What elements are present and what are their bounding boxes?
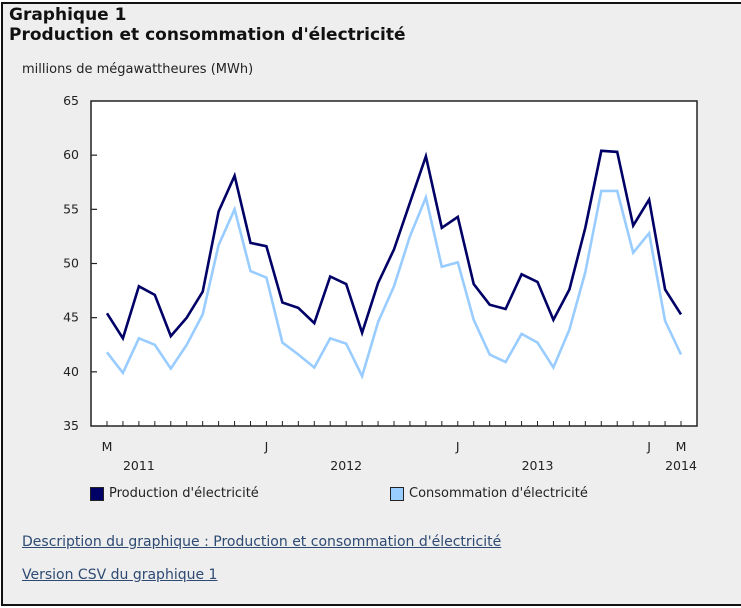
x-axis: M J J J M 2011 2012 2013 2014 [102, 421, 697, 473]
line-chart: 35 40 45 50 55 60 65 M J J J M 2011 2012 2013 2014 [63, 93, 698, 473]
x-month-label: M [676, 439, 687, 454]
y-axis-unit-label: millions de mégawattheures (MWh) [22, 62, 254, 77]
legend-item-consumption: Consommation d'électricité [390, 486, 588, 501]
x-year-label: 2012 [330, 458, 362, 473]
y-tick-label: 60 [63, 147, 79, 162]
csv-version-link[interactable]: Version CSV du graphique 1 [22, 567, 218, 583]
y-axis: 35 40 45 50 55 60 65 [63, 93, 97, 433]
x-month-label: J [264, 439, 269, 454]
legend-item-production: Production d'électricité [90, 486, 259, 501]
chart-number: Graphique 1 [9, 5, 127, 25]
chart-description-link[interactable]: Description du graphique : Production et… [22, 534, 502, 550]
y-tick-label: 65 [63, 93, 79, 108]
series-layer [105, 149, 683, 380]
legend-label-consumption: Consommation d'électricité [409, 486, 588, 501]
x-month-label: J [455, 439, 460, 454]
x-month-label: J [646, 439, 651, 454]
x-month-label: M [102, 439, 113, 454]
consumption-swatch-icon [390, 486, 404, 501]
y-tick-label: 45 [63, 310, 79, 325]
production-swatch-icon [90, 486, 104, 501]
y-tick-label: 35 [63, 418, 79, 433]
chart-title: Graphique 1 Production et consommation d… [9, 5, 406, 45]
x-year-label: 2011 [123, 458, 155, 473]
y-tick-label: 50 [63, 256, 79, 271]
chart-heading: Production et consommation d'électricité [9, 25, 406, 45]
y-tick-label: 55 [63, 201, 79, 216]
legend-label-production: Production d'électricité [109, 486, 259, 501]
x-year-label: 2013 [522, 458, 554, 473]
y-tick-label: 40 [63, 364, 79, 379]
plot-area [90, 100, 698, 427]
x-year-label: 2014 [665, 458, 697, 473]
